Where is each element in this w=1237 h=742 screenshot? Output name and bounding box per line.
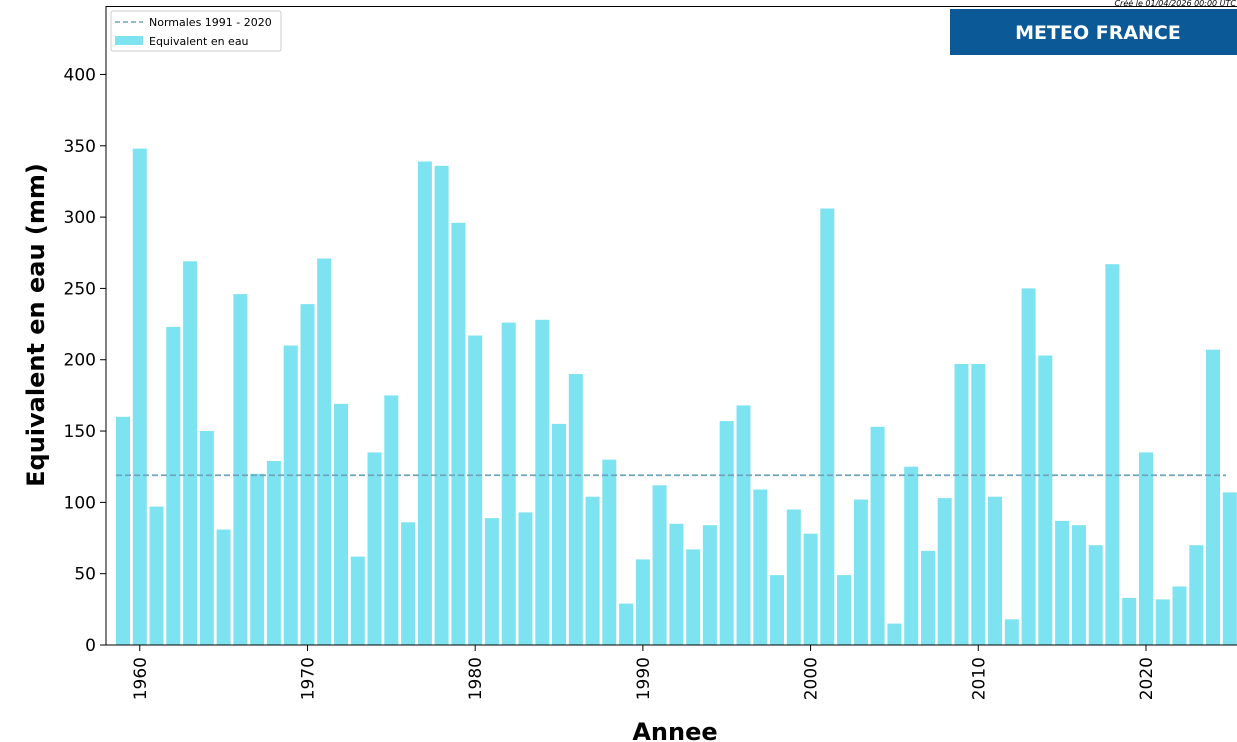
- y-tick-label-100: 100: [64, 493, 96, 513]
- bar-2009: [954, 364, 969, 645]
- bar-1990: [635, 559, 650, 645]
- bar-2019: [1122, 597, 1137, 645]
- bar-2001: [820, 208, 835, 645]
- bar-1968: [266, 461, 281, 645]
- bar-1976: [401, 522, 416, 645]
- bar-1972: [334, 403, 348, 645]
- bar-2005: [887, 623, 902, 645]
- created-timestamp: Créé le 01/04/2026 00:00 UTC: [1114, 0, 1236, 8]
- legend-box: [110, 10, 282, 52]
- bar-1966: [233, 294, 248, 645]
- x-tick-label-1970: 1970: [298, 657, 318, 700]
- y-tick-label-200: 200: [64, 351, 96, 371]
- bar-1978: [434, 165, 449, 646]
- bar-2002: [837, 575, 852, 645]
- bar-2006: [904, 466, 919, 645]
- bar-1993: [686, 549, 701, 645]
- bar-1991: [652, 485, 667, 646]
- y-tick-label-50: 50: [74, 565, 96, 585]
- brand-logo-text: METEO FRANCE: [1015, 22, 1181, 44]
- bar-1959: [116, 416, 130, 645]
- bar-2015: [1055, 520, 1070, 645]
- legend: Normales 1991 - 2020 Equivalent en eau: [110, 10, 282, 52]
- meteo-france-banner: METEO FRANCE: [950, 9, 1237, 55]
- bar-1964: [199, 431, 214, 645]
- bar-1979: [451, 222, 466, 646]
- bar-1967: [250, 473, 265, 645]
- bar-2021: [1155, 599, 1170, 645]
- bar-2010: [971, 364, 986, 645]
- bar-2007: [921, 550, 935, 645]
- bar-1969: [283, 345, 298, 645]
- x-tick-label-1980: 1980: [466, 657, 486, 700]
- bar-1998: [770, 575, 784, 645]
- bar-1981: [484, 518, 499, 645]
- x-tick-label-1960: 1960: [131, 657, 151, 700]
- bar-1992: [669, 523, 684, 645]
- legend-label-normals: Normales 1991 - 2020: [149, 16, 272, 29]
- x-tick-label-2020: 2020: [1137, 657, 1157, 700]
- bar-1963: [183, 261, 198, 645]
- bar-1974: [367, 452, 382, 645]
- bar-2020: [1139, 452, 1153, 645]
- bar-2004: [870, 426, 885, 645]
- axes-layer: 0 50 100 150 200 250 300 350 400 1960 1970 1980 1990…: [64, 6, 1237, 700]
- bar-2011: [988, 496, 1002, 645]
- bar-1995: [719, 421, 734, 645]
- bar-1989: [619, 603, 634, 645]
- bar-2016: [1071, 525, 1086, 645]
- bar-1983: [518, 512, 533, 645]
- y-tick-label-400: 400: [64, 65, 96, 85]
- bar-1982: [501, 322, 516, 645]
- bar-1984: [535, 319, 550, 645]
- bar-2023: [1189, 545, 1204, 645]
- bar-1994: [702, 525, 717, 645]
- bar-2012: [1004, 619, 1019, 645]
- bar-2018: [1105, 264, 1120, 645]
- bar-2022: [1172, 586, 1187, 645]
- bar-1996: [736, 405, 751, 645]
- bar-2025: [1222, 492, 1237, 645]
- legend-swatch-water-equivalent: [115, 36, 143, 45]
- bar-2003: [853, 499, 868, 645]
- bar-1975: [384, 395, 399, 645]
- x-tick-label-1990: 1990: [634, 657, 654, 700]
- bar-1971: [317, 258, 332, 645]
- bar-1985: [552, 423, 566, 645]
- bar-1980: [468, 335, 483, 645]
- y-tick-label-0: 0: [85, 636, 96, 656]
- bar-1987: [585, 496, 600, 645]
- bar-1997: [753, 489, 768, 645]
- bars-layer: [116, 148, 1237, 646]
- bar-2024: [1206, 349, 1220, 645]
- bar-2017: [1088, 545, 1103, 645]
- legend-label-water-equivalent: Equivalent en eau: [149, 35, 249, 48]
- bar-2000: [803, 533, 818, 645]
- bar-1977: [417, 161, 432, 645]
- bar-1999: [786, 509, 801, 645]
- y-tick-label-350: 350: [64, 137, 96, 157]
- bar-1960: [132, 148, 147, 645]
- x-tick-label-2000: 2000: [802, 657, 822, 700]
- y-tick-label-150: 150: [64, 422, 96, 442]
- bar-2013: [1021, 288, 1036, 645]
- bar-1988: [602, 459, 617, 645]
- bar-1962: [166, 326, 181, 645]
- bar-1973: [350, 556, 365, 645]
- brand-background: [950, 9, 1237, 55]
- bar-1986: [568, 374, 583, 645]
- x-axis-title: Annee: [632, 718, 717, 742]
- bar-1961: [149, 506, 164, 645]
- y-tick-label-250: 250: [64, 279, 96, 299]
- y-axis-title: Equivalent en eau (mm): [22, 163, 50, 487]
- x-tick-label-2010: 2010: [969, 657, 989, 700]
- bar-2008: [937, 498, 952, 645]
- y-tick-label-300: 300: [64, 208, 96, 228]
- bar-2014: [1038, 355, 1053, 645]
- bar-1965: [216, 529, 231, 645]
